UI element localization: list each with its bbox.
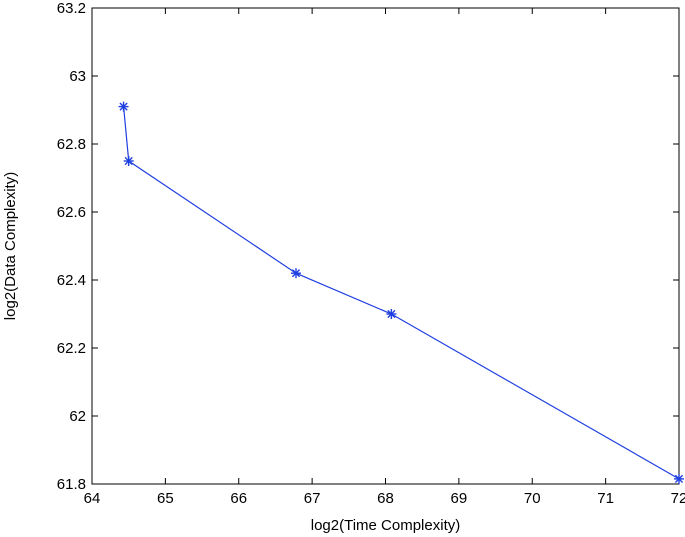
data-point-marker [386, 309, 397, 319]
y-tick-label: 61.8 [57, 476, 86, 493]
y-tick-label: 62.4 [57, 272, 86, 289]
series-layer [118, 101, 684, 484]
y-tick-label: 62 [69, 408, 86, 425]
x-tick-label: 71 [597, 490, 614, 507]
x-tick-label: 68 [377, 490, 394, 507]
y-tick-label: 63.2 [57, 0, 86, 17]
y-tick-label: 62.8 [57, 136, 86, 153]
data-point-marker [674, 473, 684, 484]
data-point-marker [123, 156, 134, 166]
data-point-marker [118, 101, 129, 112]
plot-area [91, 7, 680, 485]
data-point-marker [290, 268, 301, 279]
x-tick-label: 70 [524, 490, 541, 507]
x-tick-label: 66 [230, 490, 247, 507]
y-tick-label: 63 [69, 68, 86, 85]
y-axis-label: log2(Data Complexity) [2, 172, 19, 320]
y-tick-label: 62.6 [57, 204, 86, 221]
x-tick-label: 67 [304, 490, 321, 507]
x-axis-label: log2(Time Complexity) [311, 517, 460, 534]
x-axis-ticks: 64 65 66 67 68 69 70 71 72 [84, 8, 685, 507]
x-tick-label: 65 [157, 490, 174, 507]
x-tick-label: 64 [84, 490, 101, 507]
x-tick-label: 69 [451, 490, 468, 507]
x-tick-label: 72 [671, 490, 685, 507]
y-axis-ticks: 61.8 62 62.2 62.4 62.6 62.8 63 63.2 [57, 0, 679, 493]
y-tick-label: 62.2 [57, 340, 86, 357]
